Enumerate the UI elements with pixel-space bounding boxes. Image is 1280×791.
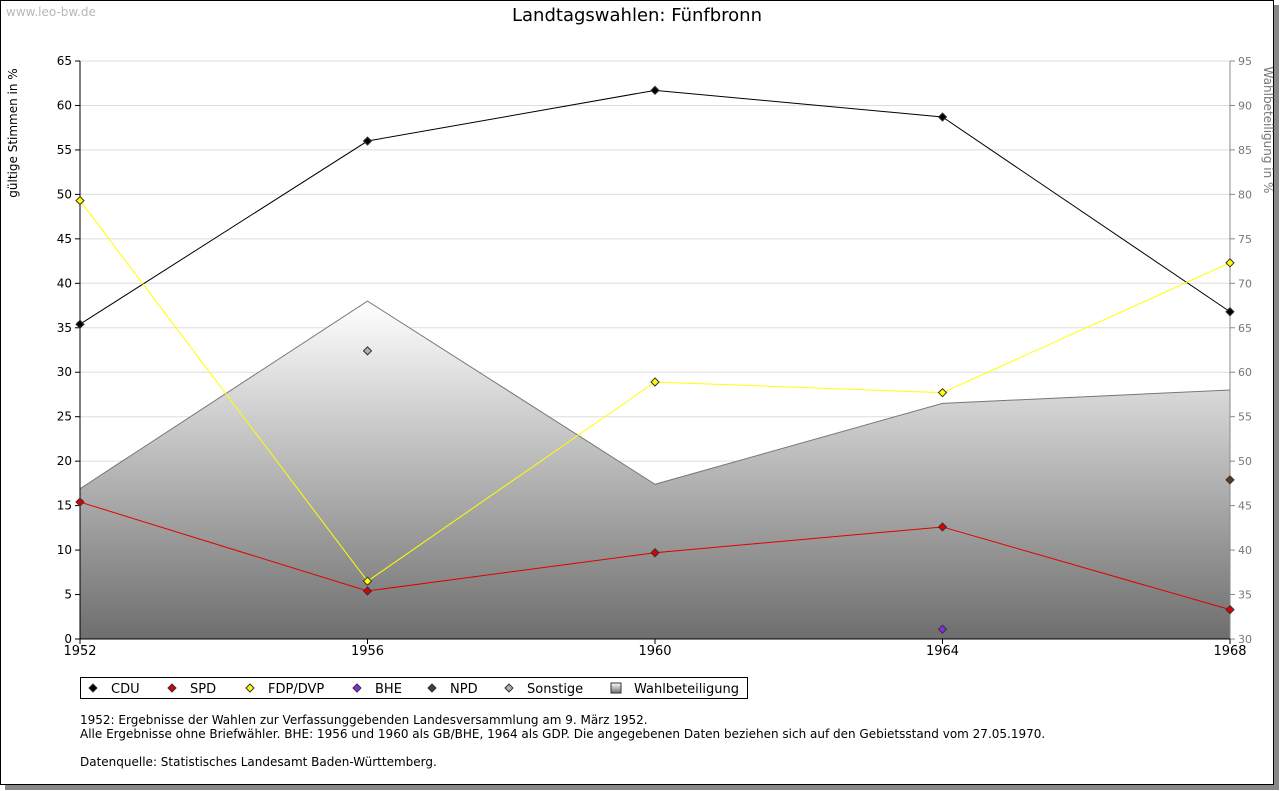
y-tick-label: 0: [64, 632, 72, 646]
y-tick-label: 20: [57, 454, 72, 468]
legend-marker-cdu: [88, 683, 98, 693]
y-tick-label: 35: [57, 321, 72, 335]
y2-tick-label: 45: [1238, 500, 1252, 513]
x-tick-label: 1964: [926, 644, 959, 659]
x-tick-label: 1960: [638, 644, 671, 659]
x-tick-label: 1956: [351, 644, 384, 659]
line-cdu: [79, 89, 1231, 325]
y2-tick-label: 85: [1238, 144, 1252, 157]
note-spacer: [80, 741, 1045, 755]
y2-tick-label: 75: [1238, 233, 1252, 246]
point-fdp-dvp: [937, 387, 948, 398]
y-tick-label: 45: [57, 232, 72, 246]
legend-marker-spd: [167, 683, 177, 693]
legend-label: NPD: [450, 682, 478, 697]
y2-tick-label: 95: [1238, 55, 1252, 68]
watermark: www.leo-bw.de: [6, 5, 96, 19]
y-axis-label: gültige Stimmen in %: [6, 68, 20, 197]
y2-tick-label: 50: [1238, 455, 1252, 468]
y2-tick-label: 40: [1238, 544, 1252, 557]
note-1952: 1952: Ergebnisse der Wahlen zur Verfassu…: [80, 713, 648, 727]
point-spd: [75, 497, 85, 507]
y2-axis-label: Wahlbeteiligung in %: [1261, 67, 1275, 194]
y-tick-label: 30: [57, 365, 72, 379]
y2-tick-label: 80: [1238, 188, 1252, 201]
legend-label: Sonstige: [527, 682, 583, 697]
note-general: Alle Ergebnisse ohne Briefwähler. BHE: 1…: [80, 727, 1046, 741]
area-wahlbeteiligung: [79, 300, 1231, 640]
chart-notes: 1952: Ergebnisse der Wahlen zur Verfassu…: [80, 713, 1045, 769]
legend-label: SPD: [190, 682, 216, 697]
x-tick-label: 1968: [1213, 644, 1246, 659]
point-fdp-dvp: [1225, 258, 1235, 268]
legend-marker-wahlbeteiligung: [610, 682, 622, 694]
point-sonstige: [362, 346, 373, 356]
y2-tick-label: 35: [1238, 589, 1252, 602]
y-tick-label: 60: [57, 98, 72, 112]
point-cdu: [937, 112, 948, 122]
y2-tick-label: 90: [1238, 99, 1252, 112]
point-npd: [1225, 475, 1235, 485]
legend-label: Wahlbeteiligung: [634, 682, 739, 697]
point-cdu: [75, 319, 85, 329]
point-fdp-dvp: [650, 377, 660, 387]
y-tick-label: 5: [64, 588, 72, 602]
x-tick-label: 1952: [63, 644, 96, 659]
point-spd: [1225, 604, 1235, 615]
legend-label: BHE: [375, 682, 402, 697]
chart-title: Landtagswahlen: Fünfbronn: [512, 5, 762, 26]
point-spd: [362, 586, 373, 596]
y2-tick-label: 70: [1238, 277, 1252, 290]
legend-marker-npd: [427, 683, 437, 693]
point-cdu: [1225, 307, 1235, 317]
legend-marker-sonstige: [504, 683, 514, 693]
legend-marker-fdp-dvp: [245, 683, 255, 693]
y2-tick-label: 65: [1238, 322, 1252, 335]
point-cdu: [650, 85, 660, 96]
y-tick-label: 65: [57, 54, 72, 68]
point-bhe: [937, 624, 948, 634]
y2-tick-label: 30: [1238, 633, 1252, 646]
note-source: Datenquelle: Statistisches Landesamt Bad…: [80, 755, 437, 769]
legend-label: CDU: [111, 682, 140, 697]
y-tick-label: 55: [57, 143, 72, 157]
y2-tick-label: 60: [1238, 366, 1252, 379]
legend-marker-bhe: [352, 683, 362, 693]
y-tick-label: 50: [57, 187, 72, 201]
point-fdp-dvp: [75, 195, 85, 206]
y-tick-label: 40: [57, 276, 72, 290]
y2-tick-label: 55: [1238, 411, 1252, 424]
point-fdp-dvp: [362, 576, 373, 586]
point-cdu: [362, 136, 373, 146]
y-tick-label: 25: [57, 410, 72, 424]
point-spd: [937, 522, 948, 532]
legend-box: [80, 677, 748, 699]
point-spd: [650, 548, 660, 558]
y-tick-label: 10: [57, 543, 72, 557]
y-tick-label: 15: [57, 499, 72, 513]
legend-label: FDP/DVP: [268, 682, 324, 697]
